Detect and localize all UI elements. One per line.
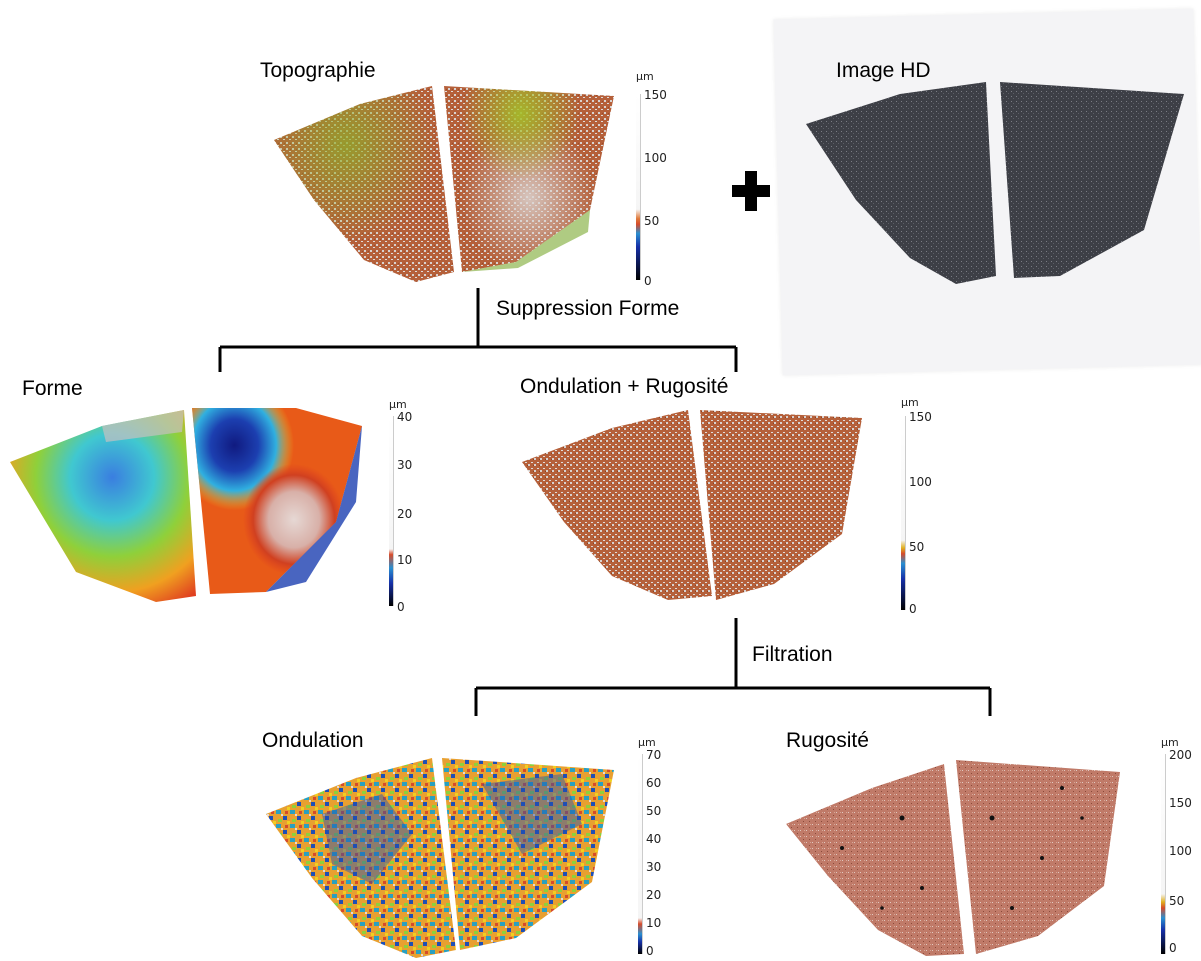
ondulation-tick-50: 50 — [646, 804, 662, 818]
ondulation-tick-40: 40 — [646, 832, 662, 846]
rugosite-tick-50: 50 — [1169, 894, 1185, 908]
forme-tick-30: 30 — [397, 458, 413, 472]
topographie-map — [268, 82, 620, 288]
topographie-label: Topographie — [260, 59, 376, 82]
forme-tick-40: 40 — [397, 410, 413, 424]
ondulation-rugosite-colorscale: µm 150 100 50 0 — [901, 396, 951, 620]
topographie-tick-100: 100 — [644, 151, 667, 165]
forme-tick-20: 20 — [397, 507, 413, 521]
ondulation-rugosite-tick-100: 100 — [909, 475, 932, 489]
forme-tick-0: 0 — [397, 600, 405, 614]
filtration-label: Filtration — [752, 643, 833, 666]
rugosite-colorscale: µm 200 150 100 50 0 — [1161, 736, 1201, 961]
suppression-forme-label: Suppression Forme — [496, 297, 680, 320]
ondulation-tick-10: 10 — [646, 916, 662, 930]
ondulation-colorscale: µm 70 60 50 40 30 20 10 0 — [638, 736, 678, 961]
topographie-tick-50: 50 — [644, 214, 660, 228]
topographie-tick-0: 0 — [644, 274, 652, 288]
ondulation-rugosite-scale-unit: µm — [901, 396, 919, 409]
ondulation-rugosite-label: Ondulation + Rugosité — [520, 375, 729, 398]
forme-colorscale: µm 40 30 20 10 0 — [389, 398, 429, 618]
ondulation-rugosite-tick-0: 0 — [909, 602, 917, 616]
ondulation-tick-20: 20 — [646, 888, 662, 902]
topographie-colorscale: µm 150 100 50 0 — [636, 70, 686, 290]
ondulation-label: Ondulation — [262, 729, 364, 752]
rugosite-map — [782, 758, 1128, 958]
rugosite-scale-unit: µm — [1161, 736, 1179, 749]
ondulation-rugosite-tick-50: 50 — [909, 540, 925, 554]
plus-icon — [732, 171, 770, 216]
image-hd-photo — [800, 80, 1190, 290]
topographie-tick-150: 150 — [644, 88, 667, 102]
forme-tick-10: 10 — [397, 553, 413, 567]
ondulation-rugosite-map — [516, 404, 866, 604]
rugosite-tick-150: 150 — [1169, 796, 1192, 810]
rugosite-tick-200: 200 — [1169, 748, 1192, 762]
ondulation-tick-30: 30 — [646, 860, 662, 874]
image-hd-label: Image HD — [836, 59, 931, 82]
ondulation-tick-60: 60 — [646, 776, 662, 790]
ondulation-map — [262, 754, 620, 960]
ondulation-rugosite-tick-150: 150 — [909, 410, 932, 424]
forme-label: Forme — [22, 377, 83, 400]
rugosite-tick-100: 100 — [1169, 844, 1192, 858]
rugosite-label: Rugosité — [786, 729, 869, 752]
topographie-scale-unit: µm — [636, 70, 654, 83]
forme-map — [6, 402, 368, 602]
ondulation-scale-unit: µm — [638, 736, 656, 749]
ondulation-tick-70: 70 — [646, 748, 662, 762]
rugosite-tick-0: 0 — [1169, 941, 1177, 955]
ondulation-tick-0: 0 — [646, 944, 654, 958]
forme-scale-unit: µm — [389, 398, 407, 411]
